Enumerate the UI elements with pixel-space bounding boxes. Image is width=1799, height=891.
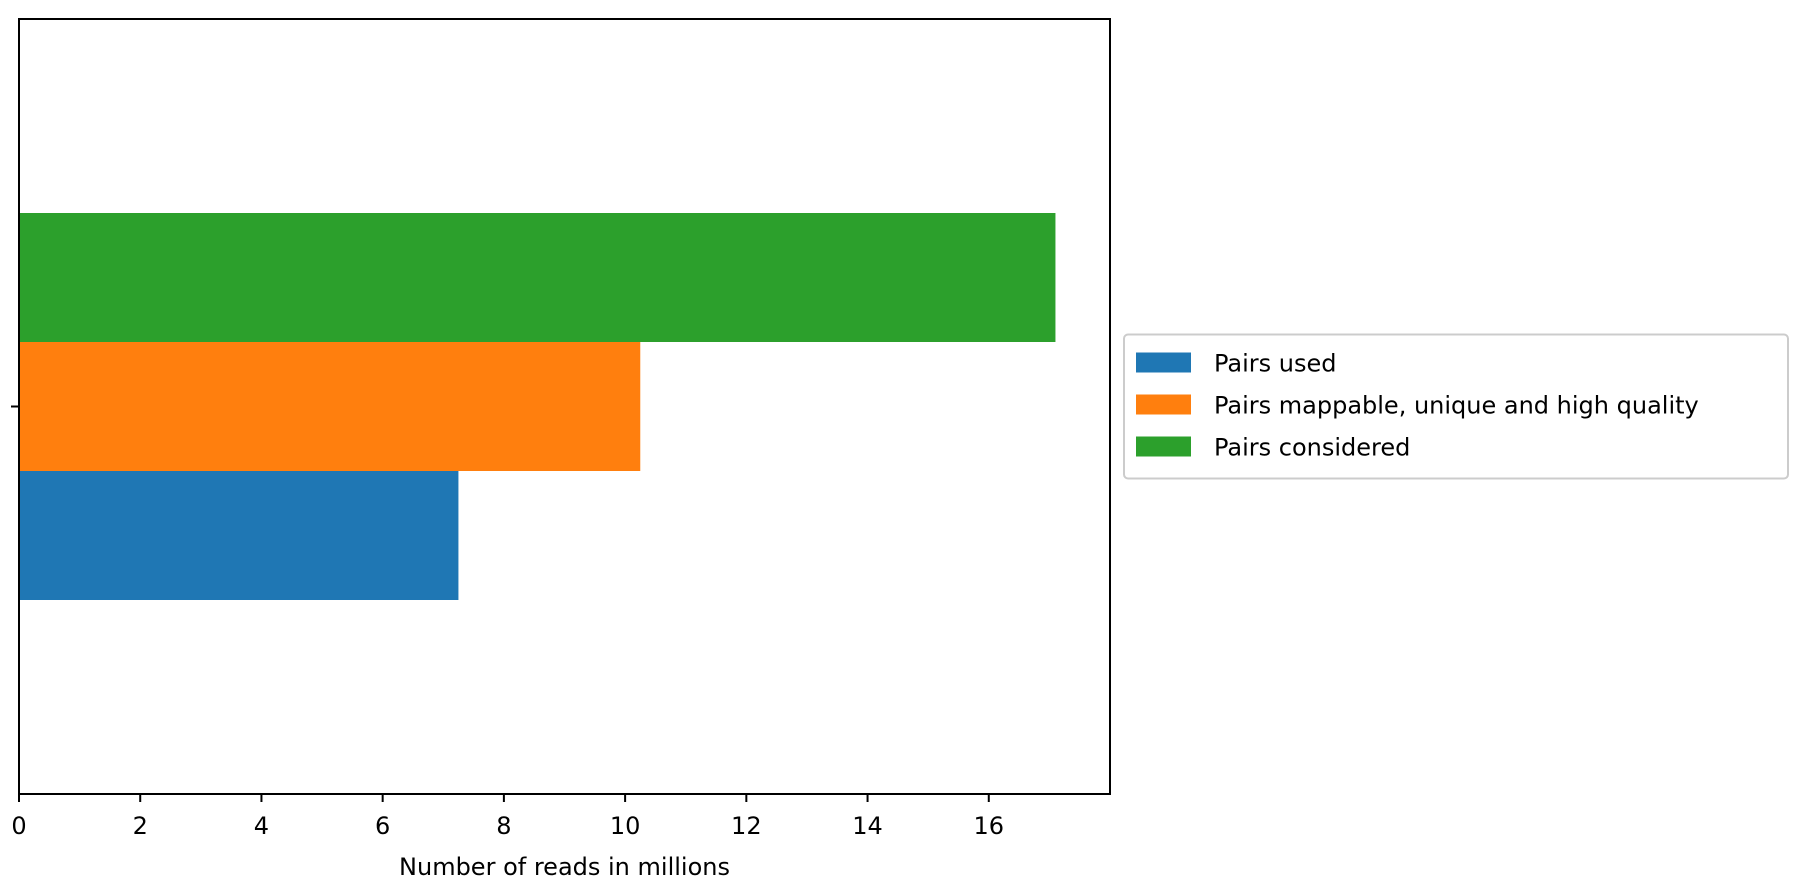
legend: Pairs used Pairs mappable, unique and hig… bbox=[1123, 333, 1789, 480]
x-tick-label: 10 bbox=[610, 812, 641, 840]
bar-pairs-used bbox=[19, 471, 459, 600]
legend-frame bbox=[1123, 333, 1789, 480]
legend-swatch bbox=[1136, 436, 1191, 457]
bar-pairs-mappable-unique-and-high-quality bbox=[19, 342, 641, 471]
x-tick-label: 4 bbox=[254, 812, 269, 840]
bar-pairs-considered bbox=[19, 213, 1056, 342]
x-axis-label: Number of reads in millions bbox=[399, 853, 730, 881]
legend-swatch bbox=[1136, 394, 1191, 415]
x-axis-ticks: 0 2 4 6 8 10 12 14 16 bbox=[11, 794, 1004, 840]
x-tick-label: 16 bbox=[974, 812, 1005, 840]
legend-label: Pairs considered bbox=[1214, 434, 1410, 462]
legend-swatch bbox=[1136, 352, 1191, 373]
x-tick-label: 0 bbox=[11, 812, 26, 840]
x-tick-label: 2 bbox=[133, 812, 148, 840]
x-tick-label: 14 bbox=[852, 812, 883, 840]
x-tick-label: 8 bbox=[496, 812, 511, 840]
legend-label: Pairs mappable, unique and high quality bbox=[1214, 392, 1699, 420]
bars-layer bbox=[19, 213, 1056, 600]
legend-label: Pairs used bbox=[1214, 350, 1336, 378]
x-tick-label: 12 bbox=[731, 812, 762, 840]
x-tick-label: 6 bbox=[375, 812, 390, 840]
